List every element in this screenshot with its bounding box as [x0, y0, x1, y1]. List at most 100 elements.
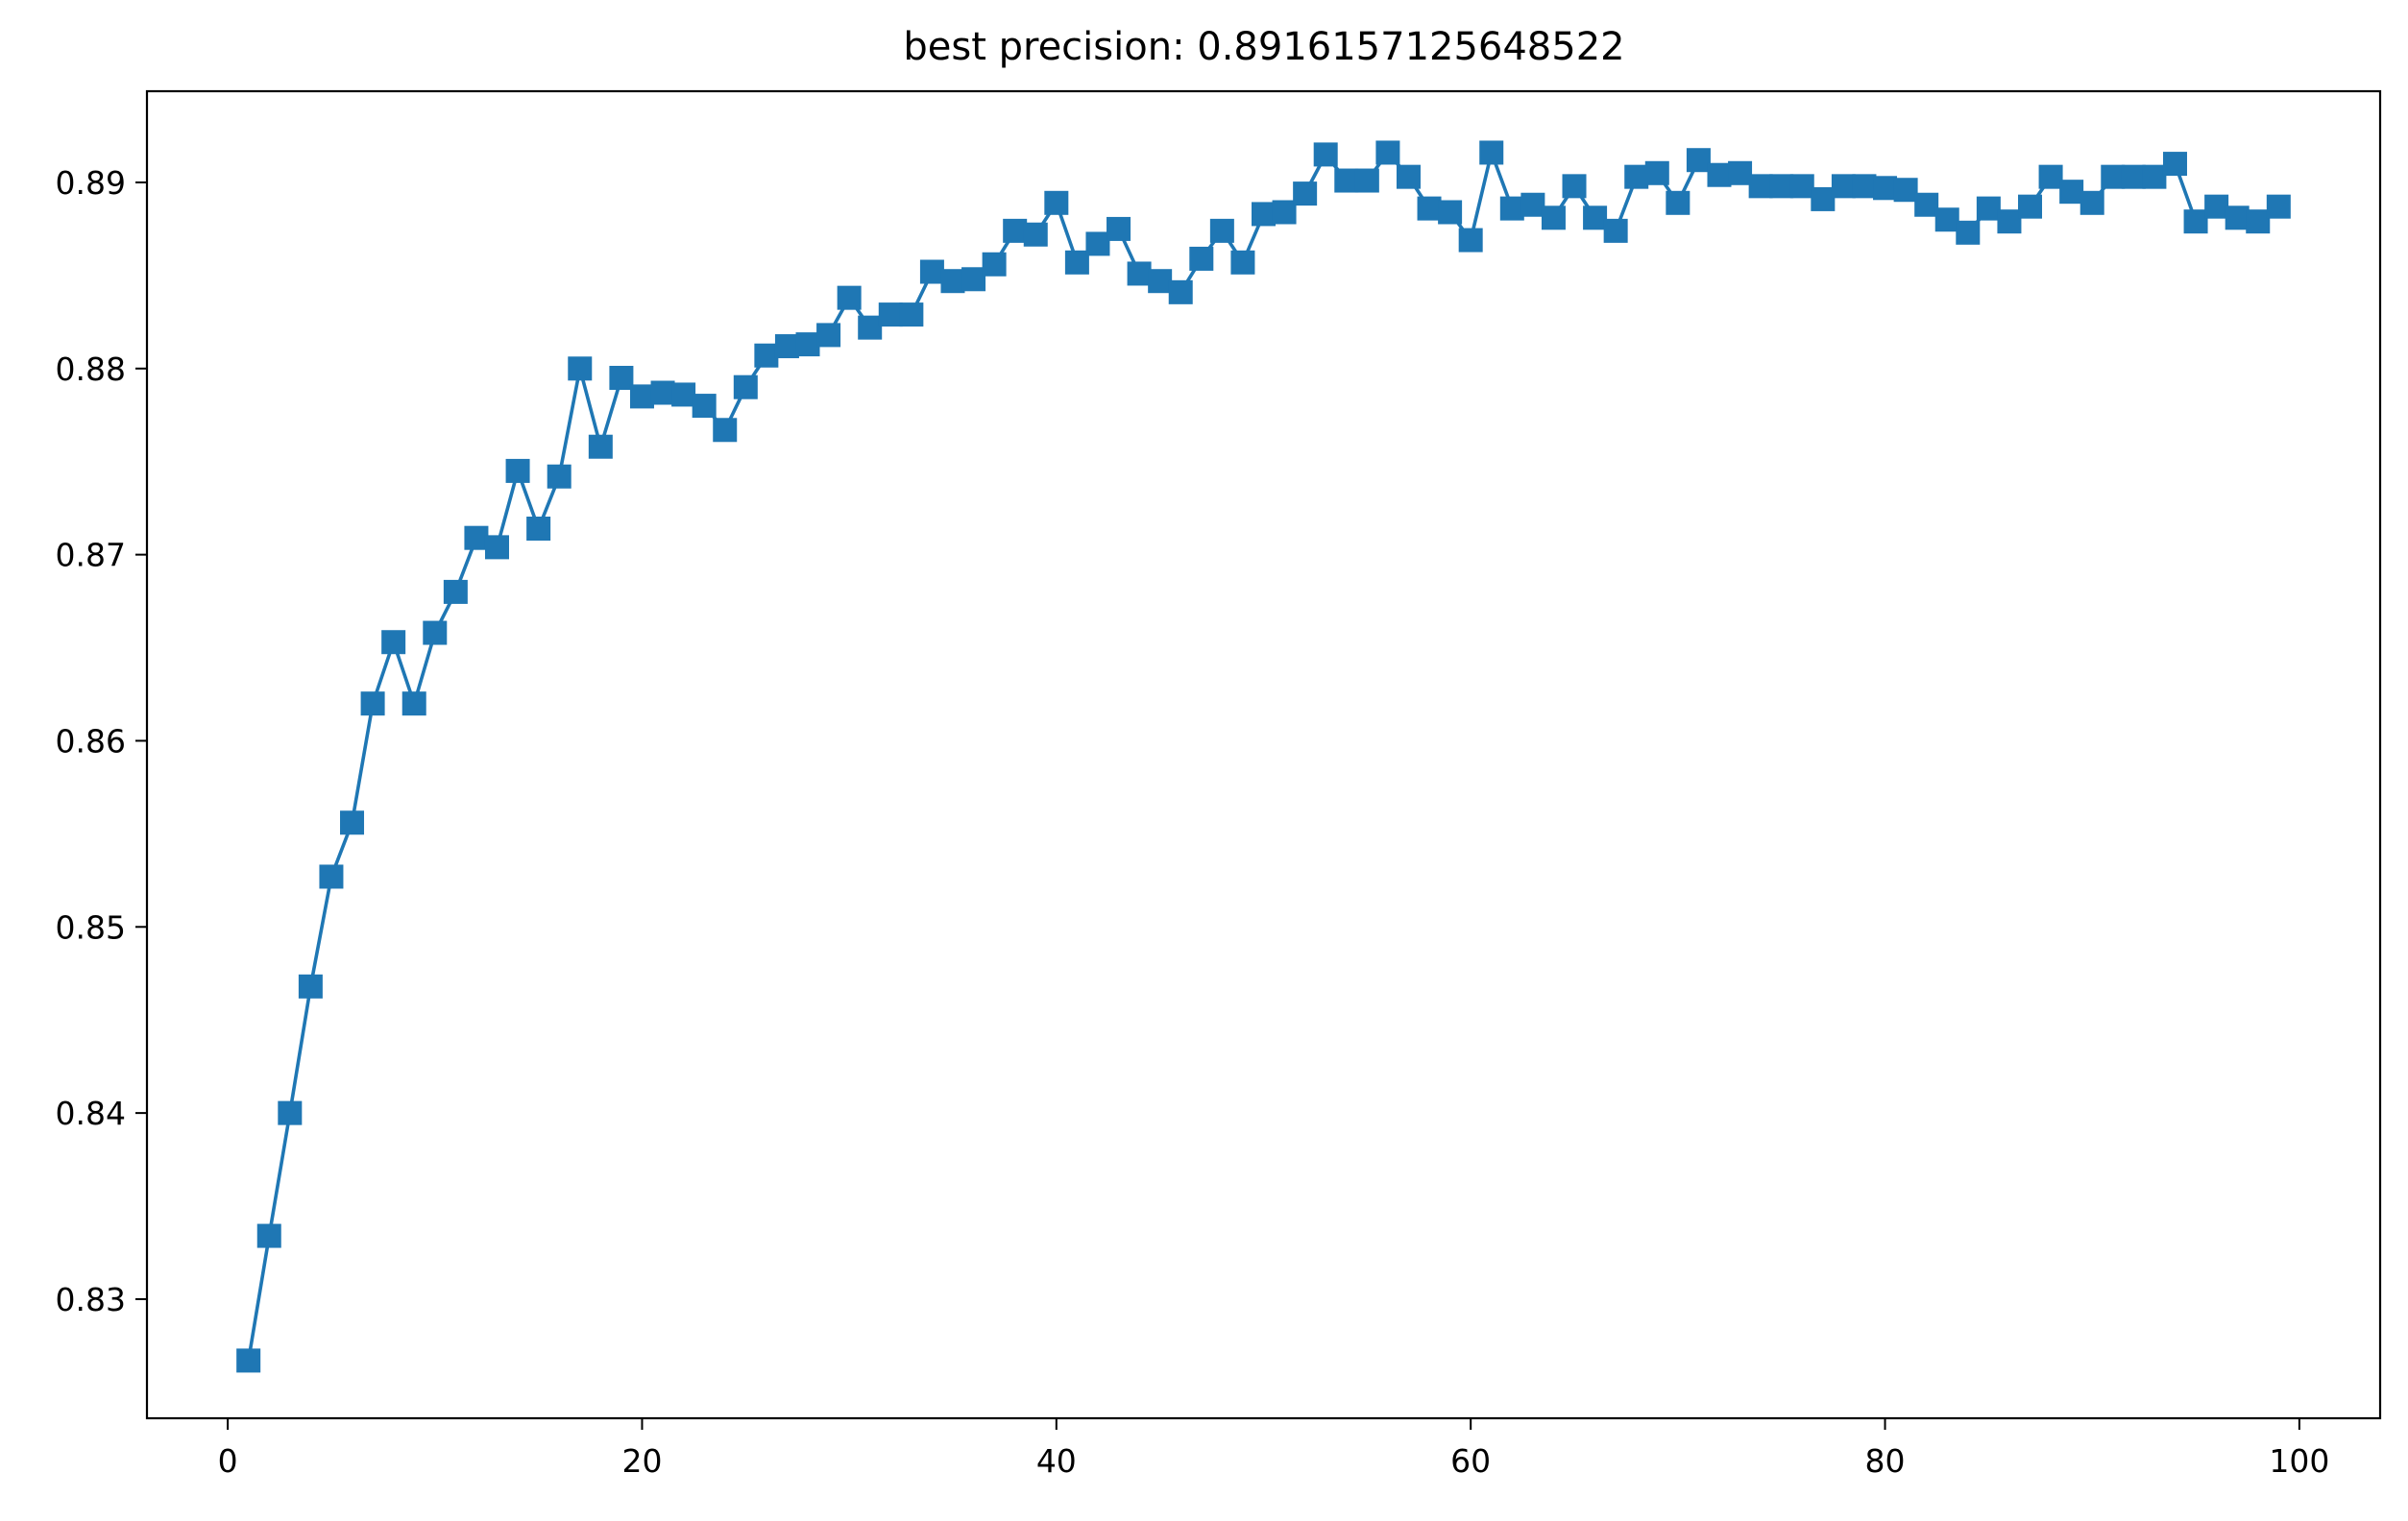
data-point-marker [671, 382, 696, 407]
chart-title: best precision: 0.8916157125648522 [903, 25, 1624, 69]
data-point-marker [2204, 194, 2229, 219]
data-point-marker [1107, 216, 1131, 241]
data-point-marker [298, 974, 323, 999]
data-point-marker [1003, 218, 1028, 243]
data-point-marker [1769, 174, 1794, 199]
data-point-marker [2018, 194, 2043, 219]
x-tick-label: 80 [1865, 1442, 1906, 1480]
data-point-marker [2142, 164, 2167, 189]
data-point-marker [1252, 202, 1276, 227]
data-point-marker [919, 259, 944, 284]
data-point-marker [1748, 174, 1773, 199]
y-tick-label: 0.89 [56, 164, 126, 202]
data-point-marker [1583, 205, 1608, 230]
data-point-marker [1666, 190, 1690, 215]
data-point-marker [982, 252, 1007, 277]
y-tick-label: 0.84 [56, 1095, 126, 1132]
x-tick-label: 60 [1450, 1442, 1491, 1480]
data-point-marker [1085, 231, 1110, 256]
data-point-marker [1562, 174, 1587, 199]
data-point-marker [381, 630, 406, 655]
data-point-marker [2059, 180, 2084, 205]
data-point-marker [2225, 205, 2250, 230]
x-tick-label: 0 [218, 1442, 238, 1480]
data-point-marker [1064, 250, 1089, 275]
data-point-marker [1313, 142, 1338, 167]
data-point-marker [1852, 174, 1877, 199]
data-point-marker [1479, 140, 1504, 165]
data-point-marker [1811, 186, 1836, 211]
data-point-marker [1189, 246, 1214, 271]
data-point-marker [1644, 160, 1669, 185]
data-point-marker [1893, 178, 1918, 203]
data-point-marker [2121, 164, 2146, 189]
data-point-marker [256, 1223, 281, 1248]
data-point-marker [2080, 190, 2104, 215]
data-point-marker [1209, 218, 1234, 243]
data-point-marker [1375, 140, 1400, 165]
data-point-marker [568, 356, 593, 381]
data-point-marker [1686, 148, 1711, 173]
data-point-marker [505, 458, 530, 483]
y-tick-label: 0.83 [56, 1281, 126, 1318]
data-point-marker [774, 334, 799, 359]
data-point-marker [319, 864, 344, 889]
plot-area-frame [145, 89, 2382, 1420]
data-point-marker [2266, 194, 2291, 219]
data-point-marker [443, 579, 468, 604]
data-point-marker [1914, 192, 1939, 217]
data-point-marker [1334, 168, 1359, 193]
data-point-marker [692, 394, 717, 419]
y-tick-label: 0.88 [56, 350, 126, 388]
data-point-marker [1499, 196, 1524, 221]
data-point-marker [1354, 168, 1379, 193]
data-point-marker [401, 691, 426, 716]
data-point-marker [650, 380, 675, 405]
data-point-marker [2162, 152, 2187, 177]
data-point-marker [423, 620, 448, 645]
data-point-marker [1956, 220, 1981, 245]
data-point-marker [1293, 181, 1318, 206]
data-point-marker [464, 525, 489, 550]
series-line [246, 151, 2280, 1362]
data-point-marker [360, 691, 385, 716]
series-layer [236, 140, 2291, 1373]
data-point-marker [2246, 209, 2271, 234]
data-point-marker [1417, 196, 1442, 221]
data-point-marker [1230, 250, 1255, 275]
data-point-marker [1997, 209, 2022, 234]
data-point-marker [1789, 174, 1814, 199]
data-point-marker [1934, 207, 1959, 232]
data-point-marker [278, 1100, 303, 1125]
data-point-marker [837, 285, 862, 310]
data-point-marker [1541, 205, 1566, 230]
data-point-marker [878, 302, 903, 327]
data-point-marker [713, 418, 738, 443]
data-point-marker [733, 374, 758, 399]
data-point-marker [609, 366, 634, 390]
data-point-marker [899, 302, 924, 327]
data-point-marker [629, 384, 654, 409]
y-tick-label: 0.87 [56, 537, 126, 574]
data-point-marker [340, 810, 365, 835]
data-point-marker [2038, 164, 2063, 189]
data-point-marker [1044, 190, 1069, 215]
data-point-marker [547, 464, 572, 489]
data-point-marker [795, 332, 820, 357]
data-point-marker [940, 269, 965, 294]
data-point-marker [961, 267, 986, 292]
data-point-marker [1873, 176, 1898, 201]
y-tick-label: 0.85 [56, 908, 126, 946]
data-point-marker [1458, 228, 1483, 253]
data-point-marker [526, 517, 551, 541]
data-point-marker [236, 1348, 261, 1373]
data-point-marker [1624, 164, 1649, 189]
data-point-marker [588, 434, 613, 459]
data-point-marker [1728, 160, 1753, 185]
data-point-marker [1127, 261, 1152, 286]
data-point-marker [1831, 174, 1856, 199]
data-point-marker [1603, 218, 1628, 243]
data-point-marker [1272, 200, 1297, 225]
